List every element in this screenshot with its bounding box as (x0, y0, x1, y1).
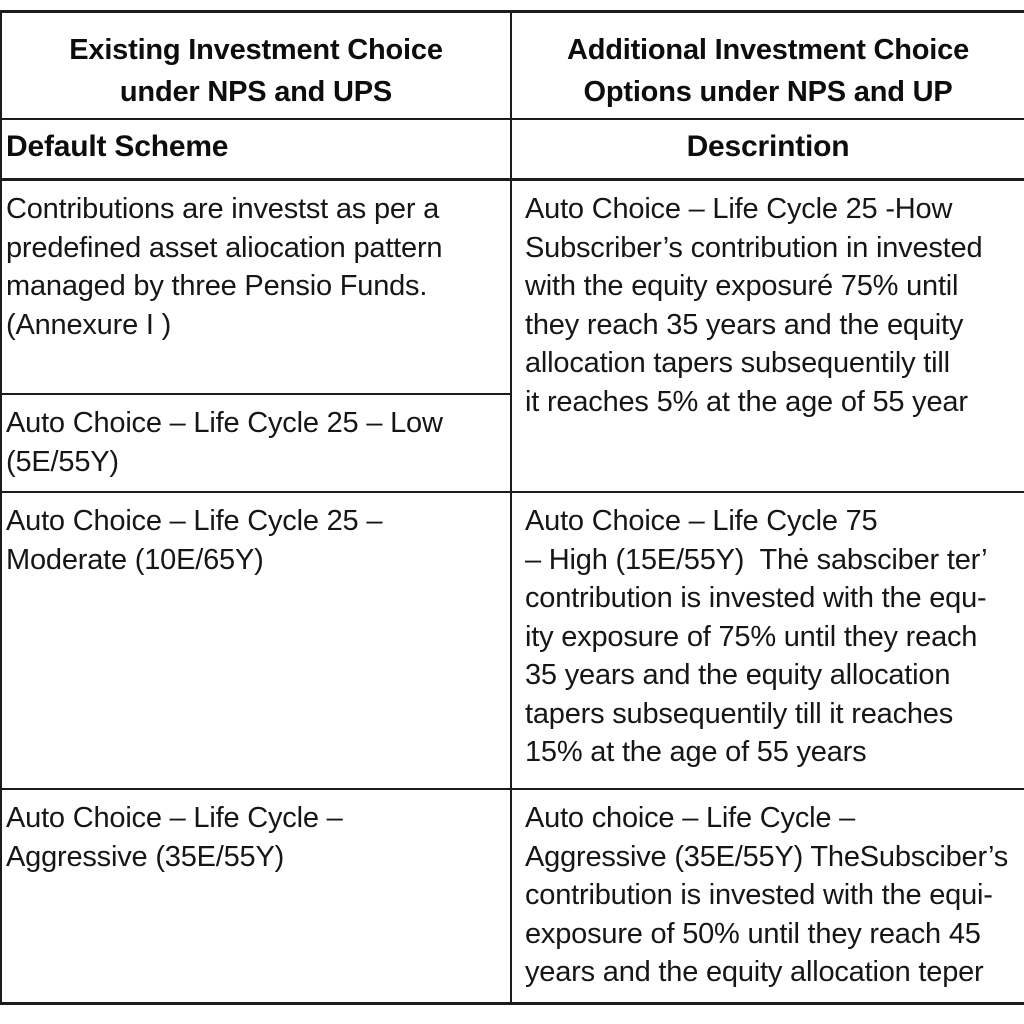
lifecycle-25-how-text: Auto Choice – Life Cycle 25 -How Subscri… (525, 193, 983, 418)
description-label: Descrintion (686, 130, 850, 163)
table-row: Auto Choice – Life Cycle – Aggressive (3… (2, 788, 1024, 1002)
lifecycle-aggressive-text: Auto Choice – Life Cycle – Aggressive (3… (6, 802, 343, 873)
cell-lifecycle-25-how-description: Auto Choice – Life Cycle 25 -How Subscri… (510, 181, 1024, 491)
cell-lifecycle-75-high-description: Auto Choice – Life Cycle 75 – High (15E/… (510, 493, 1024, 788)
header-additional-text: Additional Investment Choice Options und… (566, 34, 970, 108)
cell-lifecycle-25-moderate: Auto Choice – Life Cycle 25 – Moderate (… (2, 493, 510, 788)
lifecycle-aggressive-desc-text: Auto choice – Life Cycle – Aggressive (3… (525, 802, 1009, 988)
lifecycle-75-high-text: Auto Choice – Life Cycle 75 – High (15E/… (525, 505, 988, 768)
header-cell-additional: Additional Investment Choice Options und… (510, 13, 1024, 118)
table-row: Contributions are investst as per a pred… (2, 178, 1024, 491)
row1-left-column: Contributions are investst as per a pred… (2, 181, 510, 491)
investment-choice-table: Existing Investment Choice under NPS and… (0, 10, 1024, 1005)
table-row: Auto Choice – Life Cycle 25 – Moderate (… (2, 491, 1024, 788)
cell-default-scheme-description: Contributions are investst as per a pred… (2, 181, 510, 393)
lifecycle-25-moderate-text: Auto Choice – Life Cycle 25 – Moderate (… (6, 505, 383, 576)
subheader-cell-description: Descrintion (510, 120, 1024, 178)
subheader-cell-default-scheme: Default Scheme (2, 120, 510, 178)
cell-lifecycle-aggressive-description: Auto choice – Life Cycle – Aggressive (3… (510, 790, 1024, 1002)
default-scheme-label: Default Scheme (6, 130, 229, 163)
header-cell-existing: Existing Investment Choice under NPS and… (2, 13, 510, 118)
cell-lifecycle-aggressive: Auto Choice – Life Cycle – Aggressive (3… (2, 790, 510, 1002)
table-subheader-row: Default Scheme Descrintion (2, 118, 1024, 178)
cell-lifecycle-25-low: Auto Choice – Life Cycle 25 – Low (5E/55… (2, 393, 510, 491)
table-header-row: Existing Investment Choice under NPS and… (2, 13, 1024, 118)
header-existing-text: Existing Investment Choice under NPS and… (69, 34, 443, 108)
lifecycle-25-low-text: Auto Choice – Life Cycle 25 – Low (5E/55… (6, 407, 443, 478)
contributions-text: Contributions are investst as per a pred… (6, 193, 443, 341)
